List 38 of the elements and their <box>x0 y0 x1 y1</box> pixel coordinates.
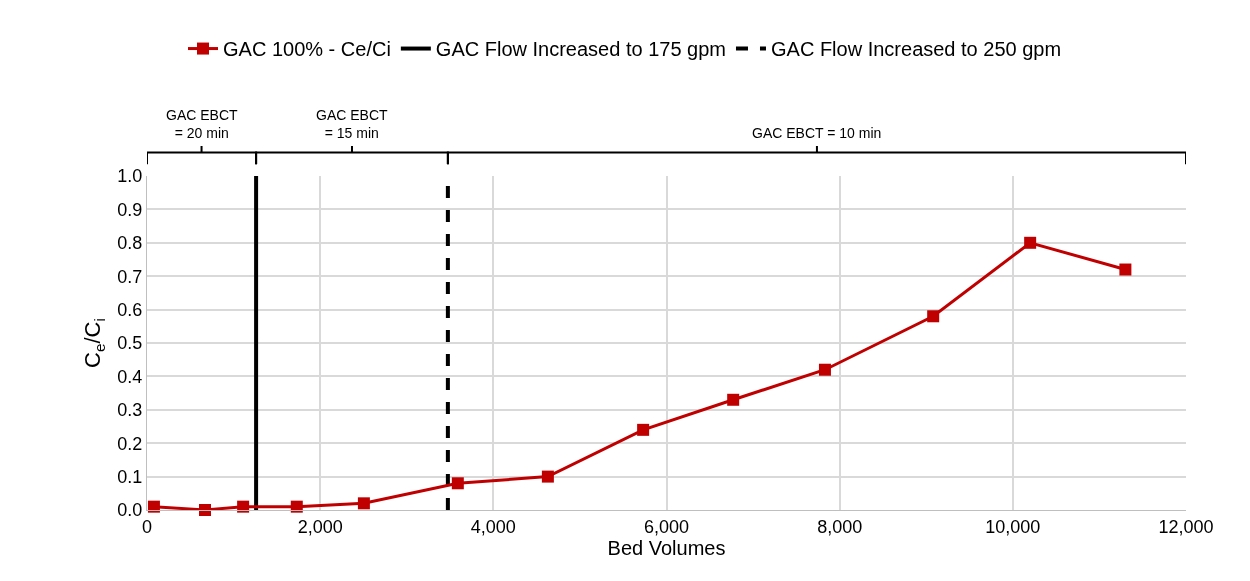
point <box>637 423 650 436</box>
point <box>818 363 831 376</box>
y-tick-label: 0.8 <box>117 233 143 254</box>
point <box>927 310 940 323</box>
point <box>199 504 212 516</box>
text: GAC EBCT = 20 min <box>166 107 239 142</box>
point <box>290 500 303 513</box>
point <box>357 497 370 510</box>
x-tick-label: 6,000 <box>643 516 690 537</box>
y-tick-label: 0.0 <box>117 500 143 521</box>
y-tick-label: 0.2 <box>117 433 143 454</box>
y-tick-label: 0.4 <box>117 366 143 387</box>
point <box>451 477 464 490</box>
point <box>727 393 740 406</box>
x-tick-label: 0 <box>141 516 153 537</box>
point <box>147 500 160 513</box>
y-tick-label: 0.3 <box>117 400 143 421</box>
y-tick-label: 1.0 <box>117 166 143 187</box>
text: GAC EBCT = 15 min <box>316 107 389 142</box>
y-tick-label: 0.6 <box>117 299 143 320</box>
x-axis-title: Bed Volumes <box>607 536 726 559</box>
x-tick-label: 12,000 <box>1158 516 1214 537</box>
x-tick-label: 10,000 <box>985 516 1041 537</box>
y-tick-label: 0.9 <box>117 199 143 220</box>
legend-label: GAC Flow Increased to 250 gpm <box>770 38 1062 61</box>
y-tick-label: 0.7 <box>117 266 143 287</box>
x-tick-label: 8,000 <box>817 516 863 537</box>
point <box>237 500 250 513</box>
x-tick-label: 2,000 <box>297 516 343 537</box>
point <box>1024 236 1037 249</box>
x-tick-label: 4,000 <box>470 516 516 537</box>
point <box>1119 263 1132 276</box>
text: GAC EBCT = 10 min <box>752 125 882 141</box>
y-tick-label: 0.5 <box>117 333 143 354</box>
point <box>541 470 554 483</box>
y-tick-label: 0.1 <box>117 466 143 487</box>
legend-label: GAC 100% - Ce/Ci <box>223 38 391 61</box>
legend-label: GAC Flow Increased to 175 gpm <box>435 38 726 61</box>
